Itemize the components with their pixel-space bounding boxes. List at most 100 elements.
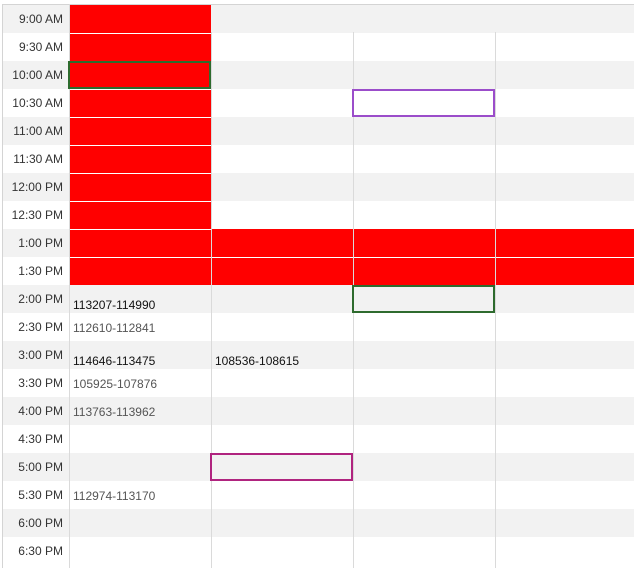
- time-row: 11:30 AM: [3, 145, 634, 173]
- time-slot-cell[interactable]: [496, 369, 634, 397]
- time-slot-cell[interactable]: [70, 509, 211, 537]
- time-label: 4:30 PM: [18, 432, 63, 446]
- time-slot-cell[interactable]: [496, 285, 634, 313]
- time-slot-cell[interactable]: [354, 425, 495, 453]
- busy-block[interactable]: [70, 89, 211, 117]
- time-label: 12:00 PM: [11, 180, 63, 194]
- time-label: 6:30 PM: [18, 544, 63, 558]
- busy-block[interactable]: [496, 257, 634, 285]
- time-slot-cell[interactable]: [354, 173, 495, 201]
- time-slot-cell[interactable]: [496, 89, 634, 117]
- time-slot-cell[interactable]: [212, 201, 353, 229]
- time-slot-cell[interactable]: [212, 537, 353, 565]
- time-slot-cell[interactable]: [212, 61, 353, 89]
- time-slot-cell[interactable]: [496, 61, 634, 89]
- time-slot-cell[interactable]: [496, 481, 634, 509]
- time-slot-cell[interactable]: [496, 33, 634, 61]
- busy-block[interactable]: [212, 229, 353, 257]
- time-slot-cell[interactable]: [354, 145, 495, 173]
- time-slot-cell[interactable]: [212, 509, 353, 537]
- time-label: 6:00 PM: [18, 516, 63, 530]
- time-slot-cell[interactable]: [354, 481, 495, 509]
- busy-block[interactable]: [212, 257, 353, 285]
- time-label: 9:00 AM: [18, 12, 63, 26]
- busy-block[interactable]: [496, 229, 634, 257]
- event-label[interactable]: 112974-113170: [73, 489, 156, 503]
- time-slot-cell[interactable]: [496, 313, 634, 341]
- busy-block[interactable]: [70, 5, 211, 33]
- busy-block[interactable]: [70, 257, 211, 285]
- time-slot-cell[interactable]: [354, 453, 495, 481]
- time-slot-cell[interactable]: [496, 173, 634, 201]
- time-slot-cell[interactable]: [496, 341, 634, 369]
- time-label: 4:00 PM: [18, 404, 63, 418]
- event-label[interactable]: 113207-114990: [73, 298, 156, 312]
- time-slot-cell[interactable]: [212, 481, 353, 509]
- time-row: 9:30 AM: [3, 33, 634, 61]
- time-slot-cell[interactable]: [212, 285, 353, 313]
- time-slot-cell[interactable]: [354, 313, 495, 341]
- busy-block[interactable]: [70, 33, 211, 61]
- busy-block[interactable]: [70, 145, 211, 173]
- time-slot-cell[interactable]: [70, 453, 211, 481]
- busy-block[interactable]: [70, 201, 211, 229]
- time-slot-cell[interactable]: [496, 201, 634, 229]
- time-row: 3:30 PM: [3, 369, 634, 397]
- time-label: 1:00 PM: [18, 236, 63, 250]
- time-label: 3:00 PM: [18, 348, 63, 362]
- time-slot-cell[interactable]: [70, 425, 211, 453]
- time-slot-cell[interactable]: [354, 201, 495, 229]
- time-slot-cell[interactable]: [212, 397, 353, 425]
- time-slot-cell[interactable]: [354, 369, 495, 397]
- time-slot-cell[interactable]: [212, 173, 353, 201]
- time-slot-cell[interactable]: [496, 453, 634, 481]
- time-slot-cell[interactable]: [212, 313, 353, 341]
- time-slot-cell[interactable]: [496, 537, 634, 565]
- time-slot-cell[interactable]: [354, 341, 495, 369]
- busy-block[interactable]: [70, 173, 211, 201]
- time-slot-cell[interactable]: [212, 89, 353, 117]
- selected-slot-outline[interactable]: [210, 453, 353, 481]
- time-slot-cell[interactable]: [212, 117, 353, 145]
- time-row: 4:30 PM: [3, 425, 634, 453]
- time-label: 5:00 PM: [18, 460, 63, 474]
- time-slot-cell[interactable]: [212, 145, 353, 173]
- time-slot-cell[interactable]: [212, 425, 353, 453]
- time-slot-cell[interactable]: [496, 117, 634, 145]
- busy-block[interactable]: [70, 229, 211, 257]
- event-label[interactable]: 113763-113962: [73, 405, 156, 419]
- time-slot-cell[interactable]: [354, 537, 495, 565]
- selected-slot-outline[interactable]: [352, 89, 495, 117]
- busy-block[interactable]: [354, 257, 495, 285]
- time-label: 12:30 PM: [11, 208, 63, 222]
- time-slot-cell[interactable]: [354, 33, 495, 61]
- time-slot-cell[interactable]: [496, 145, 634, 173]
- time-row: 6:00 PM: [3, 509, 634, 537]
- time-slot-cell[interactable]: [212, 5, 353, 33]
- time-label: 2:30 PM: [18, 320, 63, 334]
- time-slot-cell[interactable]: [496, 5, 634, 33]
- event-label[interactable]: 112610-112841: [73, 321, 156, 335]
- time-slot-cell[interactable]: [354, 5, 495, 33]
- time-row: 10:30 AM: [3, 89, 634, 117]
- time-slot-cell[interactable]: [354, 61, 495, 89]
- time-label: 10:30 AM: [12, 96, 63, 110]
- time-slot-cell[interactable]: [354, 117, 495, 145]
- time-slot-cell[interactable]: [354, 397, 495, 425]
- busy-block[interactable]: [70, 117, 211, 145]
- time-slot-cell[interactable]: [70, 537, 211, 565]
- selected-slot-outline[interactable]: [352, 285, 495, 313]
- time-slot-cell[interactable]: [212, 33, 353, 61]
- time-slot-cell[interactable]: [496, 397, 634, 425]
- selected-slot-outline[interactable]: [68, 61, 211, 89]
- time-slot-cell[interactable]: [212, 369, 353, 397]
- event-label[interactable]: 108536-108615: [215, 354, 300, 368]
- time-slot-cell[interactable]: [496, 425, 634, 453]
- time-slot-cell[interactable]: [354, 509, 495, 537]
- time-slot-cell[interactable]: [496, 509, 634, 537]
- busy-block[interactable]: [354, 229, 495, 257]
- grid-top-border: [2, 4, 634, 5]
- event-label[interactable]: 114646-113475: [73, 354, 156, 368]
- event-label[interactable]: 105925-107876: [73, 377, 158, 391]
